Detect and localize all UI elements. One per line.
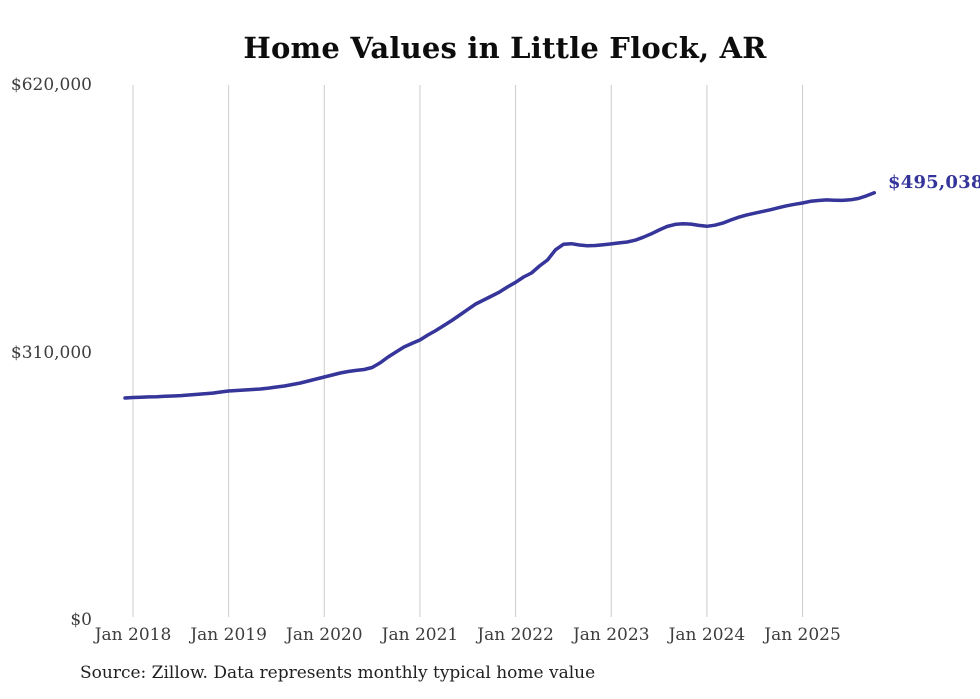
x-tick-label: Jan 2021 (381, 625, 459, 645)
source-note: Source: Zillow. Data represents monthly … (80, 663, 596, 683)
y-tick-label: $0 (70, 610, 92, 630)
x-tick-label: Jan 2022 (477, 625, 554, 645)
x-tick-label: Jan 2024 (668, 625, 746, 645)
chart-title: Home Values in Little Flock, AR (243, 31, 767, 65)
y-tick-label: $620,000 (10, 75, 92, 95)
x-tick-label: Jan 2019 (190, 625, 267, 645)
current-value-label: $495,038 (888, 172, 980, 193)
x-tick-label: Jan 2023 (572, 625, 650, 645)
home-value-line (123, 191, 877, 400)
x-tick-label: Jan 2025 (764, 625, 841, 645)
y-tick-label: $310,000 (10, 342, 92, 363)
x-tick-label: Jan 2018 (94, 625, 172, 645)
x-tick-label: Jan 2020 (286, 625, 363, 645)
